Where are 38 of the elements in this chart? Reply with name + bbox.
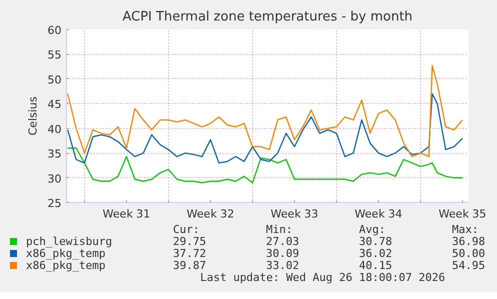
line-series: [67, 64, 464, 158]
line-series: [67, 93, 464, 164]
y-tick-label: 40: [48, 122, 62, 136]
y-tick-label: 60: [48, 24, 62, 37]
y-tick-label: 25: [48, 197, 62, 210]
text: 37.72: [173, 247, 208, 260]
text: 36.02: [359, 247, 394, 260]
y-tick-label: 30: [48, 172, 62, 186]
text: 29.75: [173, 235, 208, 248]
y-tick-label: 50: [48, 73, 62, 86]
text: 33.02: [266, 259, 300, 272]
text: 30.78: [359, 235, 394, 248]
text: 27.03: [266, 235, 300, 248]
y-tick-label: 55: [48, 48, 62, 62]
text: 54.95: [452, 259, 486, 272]
x-tick-label: Week 35: [438, 208, 486, 220]
chart-title: ACPI Thermal zone temperatures - by month: [122, 10, 413, 24]
text: 39.87: [173, 259, 208, 272]
text: 36.98: [452, 235, 486, 248]
text: Cur:: [173, 223, 200, 236]
line-series: [67, 148, 464, 184]
y-tick-label: 35: [48, 148, 62, 161]
text: Avg:: [359, 223, 386, 236]
text: Max:: [452, 223, 480, 236]
x-tick-label: Week 33: [270, 208, 318, 220]
legend-label: x86_pkg_temp: [26, 259, 106, 272]
text: Last update: Wed Aug 26 18:00:07 2026: [199, 271, 446, 284]
y-axis-title: Celsius: [26, 96, 40, 136]
legend-label: x86_pkg_temp: [26, 247, 106, 260]
x-tick-label: Week 32: [186, 208, 234, 220]
text: Min:: [266, 223, 294, 236]
text: 30.09: [266, 247, 300, 260]
x-tick-label: Week 34: [354, 208, 402, 220]
y-tick-label: 45: [48, 98, 62, 112]
legend-label: pch_lewisburg: [26, 235, 114, 248]
text: 40.15: [359, 259, 394, 272]
text: 50.00: [452, 247, 486, 260]
x-tick-label: Week 31: [102, 208, 150, 220]
